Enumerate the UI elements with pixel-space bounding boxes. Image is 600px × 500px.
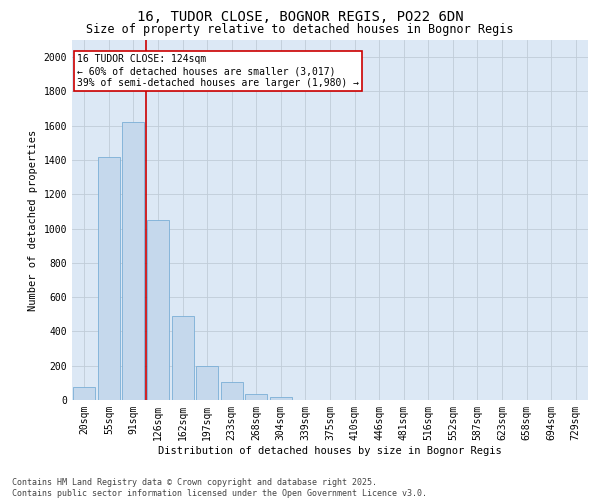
Text: Size of property relative to detached houses in Bognor Regis: Size of property relative to detached ho… <box>86 22 514 36</box>
X-axis label: Distribution of detached houses by size in Bognor Regis: Distribution of detached houses by size … <box>158 446 502 456</box>
Bar <box>73 387 95 400</box>
Text: 16, TUDOR CLOSE, BOGNOR REGIS, PO22 6DN: 16, TUDOR CLOSE, BOGNOR REGIS, PO22 6DN <box>137 10 463 24</box>
Text: Contains HM Land Registry data © Crown copyright and database right 2025.
Contai: Contains HM Land Registry data © Crown c… <box>12 478 427 498</box>
Bar <box>196 366 218 400</box>
Bar <box>245 394 268 400</box>
Bar <box>147 220 169 400</box>
Bar <box>122 122 145 400</box>
Text: 16 TUDOR CLOSE: 124sqm
← 60% of detached houses are smaller (3,017)
39% of semi-: 16 TUDOR CLOSE: 124sqm ← 60% of detached… <box>77 54 359 88</box>
Bar <box>98 156 120 400</box>
Bar <box>221 382 243 400</box>
Y-axis label: Number of detached properties: Number of detached properties <box>28 130 38 310</box>
Bar <box>172 316 194 400</box>
Bar <box>270 396 292 400</box>
